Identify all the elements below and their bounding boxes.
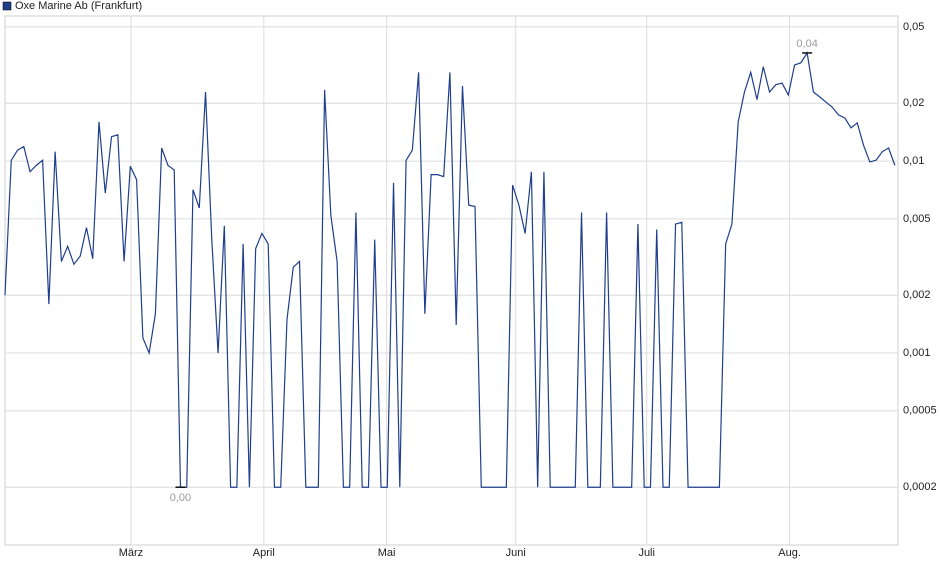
y-tick-label: 0,0005 bbox=[903, 405, 937, 417]
price-line bbox=[4, 51, 896, 488]
x-tick-label: Aug. bbox=[778, 547, 801, 559]
y-tick-label: 0,01 bbox=[903, 155, 924, 167]
y-tick-label: 0,005 bbox=[903, 213, 931, 225]
x-tick-label: April bbox=[253, 547, 275, 559]
annotation: 0,00 bbox=[170, 492, 191, 504]
y-tick-label: 0,002 bbox=[903, 289, 931, 301]
x-tick-label: Mai bbox=[378, 547, 396, 559]
x-tick-label: Juni bbox=[506, 547, 526, 559]
y-tick-label: 0,02 bbox=[903, 97, 924, 109]
plot-area bbox=[4, 15, 899, 546]
y-tick-label: 0,0002 bbox=[903, 481, 937, 493]
x-tick-label: März bbox=[119, 547, 143, 559]
legend-swatch bbox=[2, 1, 12, 11]
x-tick-label: Juli bbox=[638, 547, 655, 559]
y-tick-label: 0,05 bbox=[903, 21, 924, 33]
annotation: 0,04 bbox=[796, 38, 817, 50]
y-tick-label: 0,001 bbox=[903, 347, 931, 359]
legend-label: Oxe Marine Ab (Frankfurt) bbox=[15, 0, 142, 12]
